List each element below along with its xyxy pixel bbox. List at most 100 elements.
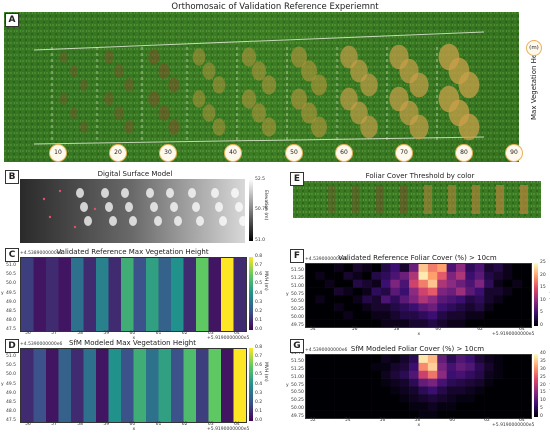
heatmap-cell: [371, 355, 382, 364]
height-marker-90: 90: [505, 144, 523, 162]
colorbar-tick-label: 5: [540, 310, 543, 316]
foliar-patch: [496, 185, 504, 214]
heatmap-cell: [474, 355, 485, 364]
heatmap-cell: [456, 319, 466, 327]
heatmap-cell: [437, 319, 447, 327]
y-tick-label: 48.0: [6, 408, 17, 414]
x-tick-label: 62: [477, 327, 483, 332]
vegetation-patch: [148, 91, 160, 107]
heatmap-cell: [46, 258, 59, 331]
heatmap-cell: [465, 295, 476, 304]
heatmap-cell: [343, 362, 354, 372]
heatmap-cell: [371, 394, 382, 403]
heatmap-cell: [343, 295, 354, 304]
heatmap-cell: [427, 386, 438, 395]
orthomosaic-image: [4, 12, 519, 162]
heatmap-cell: [474, 295, 485, 304]
heatmap-cell: [390, 295, 401, 304]
heatmap-cell: [381, 311, 391, 320]
y-tick-label: 50.00: [291, 315, 304, 321]
heatmap-cell: [306, 303, 316, 312]
heatmap-cell: [158, 349, 172, 422]
heatmap-cell: [474, 279, 485, 288]
heatmap-cell: [474, 394, 485, 403]
heatmap-cell: [352, 287, 363, 296]
heatmap-cell: [437, 378, 447, 387]
colorbar-tick-label: 5: [540, 406, 543, 412]
heatmap-cell: [58, 349, 72, 422]
heatmap-cell: [146, 349, 159, 422]
heatmap-cell: [512, 355, 522, 364]
heatmap-cell: [446, 394, 457, 403]
x-tick-label: 56: [351, 327, 358, 332]
heatmap-cell: [437, 394, 447, 403]
heatmap-cell: [409, 386, 419, 395]
heatmap-cell: [456, 386, 466, 395]
panel-letter-g: G: [290, 339, 304, 353]
y-tick-label: 48.0: [6, 317, 17, 323]
panel-c-title: Validated Reference Max Vegetation Heigh…: [56, 248, 209, 256]
heatmap-cell: [484, 410, 494, 418]
vegetation-patch: [168, 119, 180, 135]
panel-letter-c: C: [5, 248, 19, 262]
heatmap-cell: [324, 378, 335, 387]
heatmap-cell: [512, 378, 522, 387]
heatmap-cell: [446, 402, 457, 411]
heatmap-cell: [324, 271, 335, 281]
heatmap-cell: [437, 311, 447, 320]
vegetation-patch: [301, 102, 317, 124]
vegetation-patch: [212, 118, 226, 136]
heatmap-cell: [334, 355, 344, 364]
heatmap-cell: [493, 303, 504, 312]
heatmap-cell: [502, 303, 513, 312]
heatmap-cell: [409, 264, 419, 273]
heatmap-cell: [456, 402, 466, 411]
dsm-vegetation-blob: [174, 216, 182, 226]
heatmap-cell: [381, 394, 391, 403]
heatmap-cell: [456, 287, 466, 296]
heatmap-cell: [427, 394, 438, 403]
heatmap-cell: [493, 386, 504, 395]
heatmap-cell: [474, 402, 485, 411]
heatmap-cell: [343, 386, 354, 395]
vegetation-patch: [261, 75, 277, 95]
heatmap-c: [20, 257, 247, 332]
height-marker-20: 20: [109, 144, 127, 162]
heatmap-cell: [437, 287, 447, 296]
heatmap-cell: [456, 378, 466, 387]
heatmap-cell: [437, 295, 447, 304]
heatmap-cell: [399, 264, 410, 273]
heatmap-cell: [465, 319, 476, 327]
x-offset-label: +5.9190000000e5: [492, 423, 535, 428]
y-tick-label: 47.5: [6, 327, 17, 332]
y-axis-label: y: [1, 290, 4, 296]
heatmap-cell: [446, 410, 457, 418]
colorbar-tick-label: 15: [540, 285, 546, 291]
heatmap-cell: [315, 370, 326, 379]
heatmap-cell: [446, 279, 457, 288]
panel-c-y-offset: +4.5389000000e6: [20, 251, 63, 256]
heatmap-cell: [502, 410, 513, 418]
x-tick-label: 56: [25, 331, 31, 336]
heatmap-cell: [446, 311, 457, 320]
heatmap-cell: [418, 311, 429, 320]
heatmap-cell: [465, 279, 476, 288]
heatmap-cell: [484, 311, 494, 320]
heatmap-cell: [437, 362, 447, 372]
heatmap-cell: [502, 370, 513, 379]
dsm-vegetation-blob: [215, 202, 223, 212]
heatmap-cell: [427, 378, 438, 387]
vegetation-patch: [124, 120, 134, 134]
foliar-patch: [472, 185, 480, 214]
y-tick-label: 50.25: [291, 398, 304, 404]
vegetation-patch: [360, 115, 378, 139]
heatmap-cell: [108, 349, 122, 422]
vegetation-patch: [360, 73, 378, 97]
heatmap-cell: [474, 303, 485, 312]
heatmap-cell: [418, 279, 429, 288]
panel-letter-f: F: [290, 249, 304, 263]
heatmap-cell: [484, 319, 494, 327]
heatmap-cell: [21, 349, 34, 422]
x-tick-label: 62: [181, 331, 188, 336]
y-tick-label: 50.75: [291, 382, 304, 388]
